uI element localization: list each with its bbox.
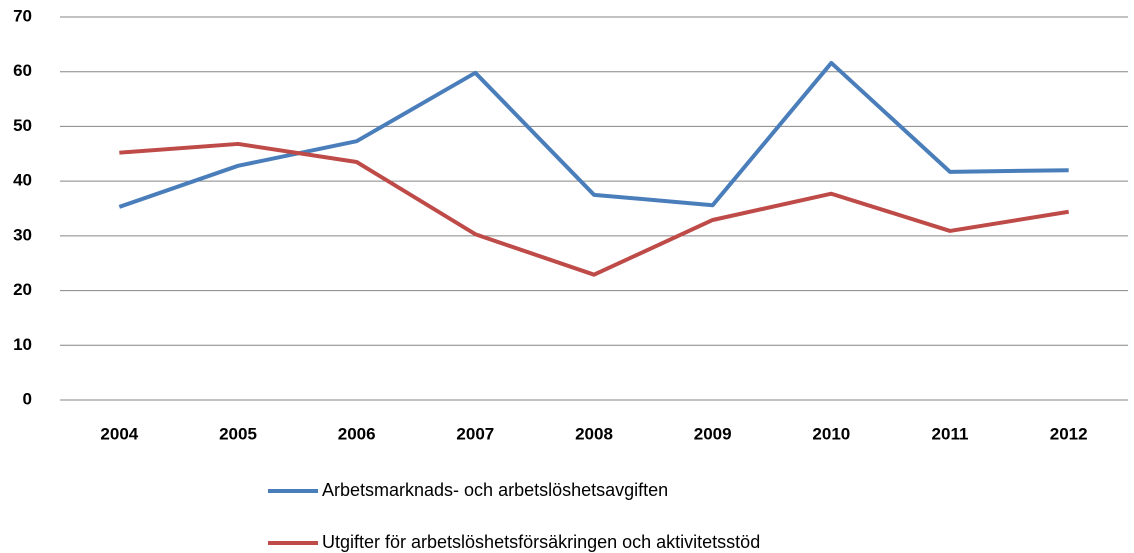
y-tick-label: 50 xyxy=(13,116,32,135)
series-line xyxy=(119,141,1069,277)
series-line xyxy=(118,60,1069,209)
y-tick-label: 0 xyxy=(23,389,32,408)
y-tick-label: 30 xyxy=(13,225,32,244)
x-tick-label: 2011 xyxy=(932,424,969,443)
x-tick-label: 2007 xyxy=(456,424,494,443)
y-tick-label: 60 xyxy=(13,61,32,80)
x-tick-label: 2004 xyxy=(100,424,138,443)
legend-label: Arbetsmarknads- och arbetslöshetsavgifte… xyxy=(322,480,668,500)
y-tick-label: 20 xyxy=(13,280,32,299)
x-tick-label: 2012 xyxy=(1050,424,1088,443)
y-tick-label: 40 xyxy=(13,171,32,190)
y-tick-label: 10 xyxy=(13,335,32,354)
y-tick-label: 70 xyxy=(13,6,32,25)
x-tick-label: 2008 xyxy=(575,424,613,443)
x-tick-label: 2006 xyxy=(338,424,376,443)
x-tick-label: 2009 xyxy=(694,424,732,443)
x-tick-label: 2005 xyxy=(219,424,257,443)
legend-label: Utgifter för arbetslöshetsförsäkringen o… xyxy=(322,532,760,552)
x-tick-label: 2010 xyxy=(812,424,850,443)
